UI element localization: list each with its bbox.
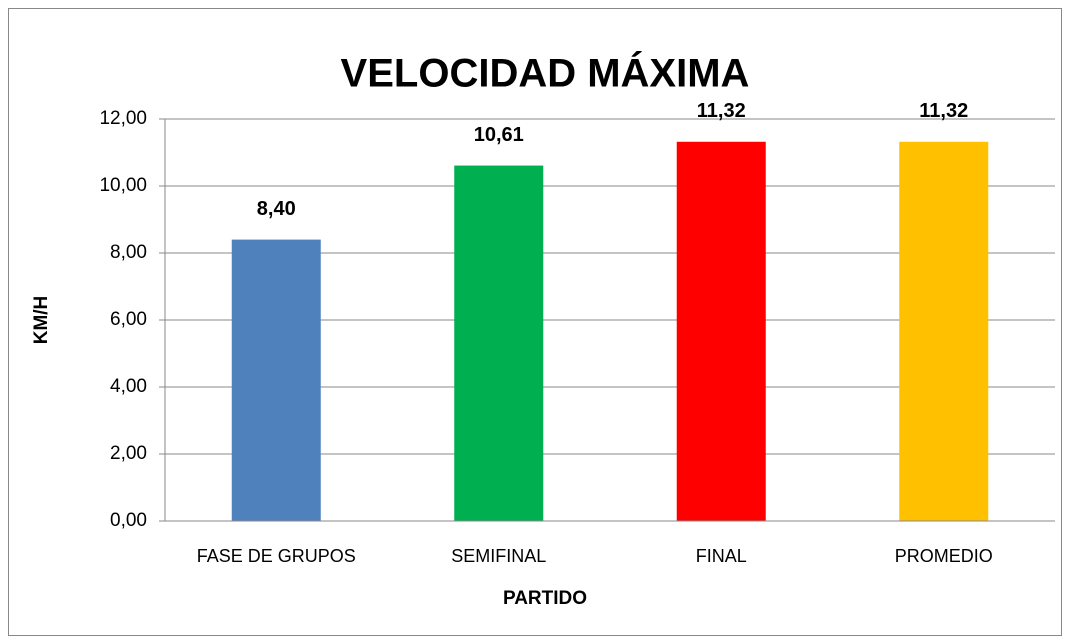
value-label: 11,32	[919, 100, 968, 122]
value-label: 10,61	[474, 124, 524, 146]
x-tick-label: SEMIFINAL	[451, 546, 546, 566]
value-label: 11,32	[697, 100, 746, 122]
y-tick-label: 4,00	[110, 376, 147, 397]
x-tick-label: PROMEDIO	[895, 546, 993, 566]
value-label: 8,40	[257, 198, 296, 220]
y-tick-label: 8,00	[110, 242, 147, 263]
x-tick-label: FASE DE GRUPOS	[197, 546, 356, 566]
bar	[676, 141, 766, 521]
y-tick-label: 0,00	[110, 510, 147, 531]
chart-title: VELOCIDAD MÁXIMA	[341, 51, 750, 96]
bar	[454, 165, 544, 521]
x-axis-title: PARTIDO	[503, 588, 587, 609]
y-tick-label: 10,00	[99, 175, 147, 196]
bar	[231, 239, 321, 521]
y-tick-label: 2,00	[110, 443, 147, 464]
x-tick-label: FINAL	[696, 546, 747, 566]
y-tick-label: 6,00	[110, 309, 147, 330]
bar	[899, 141, 989, 521]
y-tick-label: 12,00	[99, 108, 147, 129]
y-axis-title: KM/H	[31, 296, 52, 345]
